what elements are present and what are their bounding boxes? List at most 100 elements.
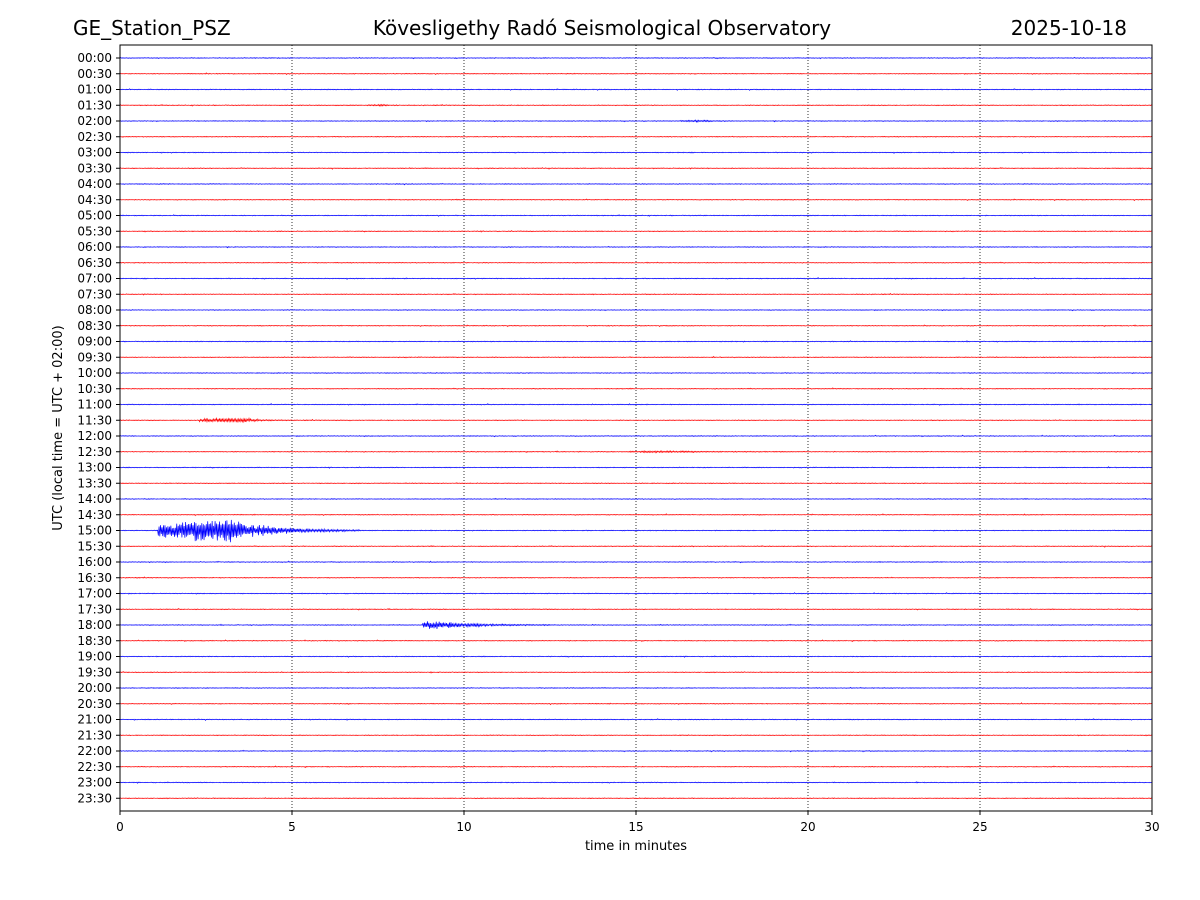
y-tick-label: 22:30: [77, 760, 112, 774]
y-tick-label: 23:00: [77, 776, 112, 790]
trace-1730: [119, 607, 1153, 611]
y-tick-label: 05:30: [77, 224, 112, 238]
y-tick-label: 01:30: [77, 98, 112, 112]
y-tick-label: 03:30: [77, 161, 112, 175]
trace-1530: [119, 544, 1153, 548]
trace-1900: [119, 655, 1153, 658]
trace-0400: [119, 182, 1153, 186]
y-tick-label: 16:00: [77, 555, 112, 569]
x-axis-label: time in minutes: [585, 839, 687, 854]
y-tick-label: 07:00: [77, 272, 112, 286]
trace-1500: [119, 519, 1153, 543]
y-tick-label: 10:00: [77, 366, 112, 380]
x-tick-label: 15: [628, 820, 643, 834]
trace-1830: [119, 639, 1153, 643]
trace-1130: [119, 416, 1153, 424]
y-tick-label: 05:00: [77, 209, 112, 223]
trace-0900: [119, 340, 1153, 343]
trace-2200: [119, 749, 1153, 753]
trace-0600: [119, 245, 1153, 249]
y-tick-label: 19:00: [77, 650, 112, 664]
trace-0300: [119, 151, 1153, 155]
y-tick-label: 06:30: [77, 256, 112, 270]
y-tick-label: 14:30: [77, 508, 112, 522]
y-tick-label: 15:00: [77, 524, 112, 538]
trace-1330: [119, 482, 1153, 485]
y-tick-label: 09:00: [77, 335, 112, 349]
trace-0130: [119, 103, 1153, 107]
trace-0700: [119, 276, 1153, 281]
y-tick-label: 20:00: [77, 681, 112, 695]
y-tick-label: 16:30: [77, 571, 112, 585]
station-title: GE_Station_PSZ: [73, 16, 231, 40]
y-tick-label: 18:00: [77, 618, 112, 632]
trace-0730: [119, 292, 1153, 296]
trace-0330: [119, 167, 1153, 170]
trace-2230: [119, 765, 1153, 769]
trace-0930: [119, 355, 1153, 359]
trace-2300: [119, 781, 1153, 784]
y-tick-label: 12:00: [77, 429, 112, 443]
trace-1400: [119, 497, 1153, 500]
trace-2030: [119, 702, 1153, 706]
trace-0800: [119, 309, 1153, 312]
y-tick-label: 17:30: [77, 602, 112, 616]
y-tick-label: 07:30: [77, 287, 112, 301]
trace-1800: [119, 621, 1153, 630]
trace-0000: [119, 56, 1153, 60]
y-tick-label: 00:30: [77, 67, 112, 81]
trace-0430: [119, 198, 1153, 202]
seismic-traces: [119, 56, 1153, 800]
trace-0630: [119, 261, 1153, 264]
y-tick-label: 23:30: [77, 791, 112, 805]
trace-1100: [119, 402, 1153, 406]
y-tick-label: 02:30: [77, 130, 112, 144]
y-tick-label: 13:00: [77, 461, 112, 475]
trace-0200: [119, 119, 1153, 123]
x-tick-label: 30: [1144, 820, 1159, 834]
y-tick-label: 10:30: [77, 382, 112, 396]
y-tick-label: 01:00: [77, 83, 112, 97]
y-tick-label: 04:30: [77, 193, 112, 207]
trace-2330: [119, 797, 1153, 800]
trace-1230: [119, 450, 1153, 454]
trace-0530: [119, 230, 1153, 233]
x-tick-label: 5: [288, 820, 296, 834]
y-tick-label: 08:00: [77, 303, 112, 317]
y-tick-label: 20:30: [77, 697, 112, 711]
date-title: 2025-10-18: [1011, 16, 1127, 40]
y-tick-label: 04:00: [77, 177, 112, 191]
trace-0230: [119, 135, 1153, 138]
trace-0100: [119, 88, 1153, 91]
y-tick-label: 19:30: [77, 665, 112, 679]
y-tick-label: 17:00: [77, 587, 112, 601]
y-tick-label: 15:30: [77, 539, 112, 553]
trace-0500: [119, 214, 1153, 217]
trace-1030: [119, 387, 1153, 390]
observatory-title: Kövesligethy Radó Seismological Observat…: [373, 16, 831, 40]
x-tick-label: 0: [116, 820, 124, 834]
trace-0830: [119, 324, 1153, 328]
trace-1430: [119, 513, 1153, 517]
y-tick-label: 11:00: [77, 398, 112, 412]
trace-2100: [119, 718, 1153, 721]
x-tick-label: 25: [972, 820, 987, 834]
trace-2000: [119, 686, 1153, 689]
trace-1630: [119, 576, 1153, 579]
x-tick-label: 20: [800, 820, 815, 834]
y-tick-label: 08:30: [77, 319, 112, 333]
y-axis-label: UTC (local time = UTC + 02:00): [51, 325, 66, 530]
y-tick-label: 13:30: [77, 476, 112, 490]
y-tick-label: 14:00: [77, 492, 112, 506]
trace-1600: [119, 560, 1153, 564]
y-tick-label: 21:00: [77, 713, 112, 727]
plot-frame: [119, 44, 1153, 812]
y-tick-label: 00:00: [77, 51, 112, 65]
trace-2130: [119, 734, 1153, 737]
trace-1000: [119, 372, 1153, 375]
y-tick-label: 21:30: [77, 728, 112, 742]
y-tick-label: 12:30: [77, 445, 112, 459]
x-axis-ticks: 0 5 10 15 20 25 30: [116, 811, 1160, 834]
